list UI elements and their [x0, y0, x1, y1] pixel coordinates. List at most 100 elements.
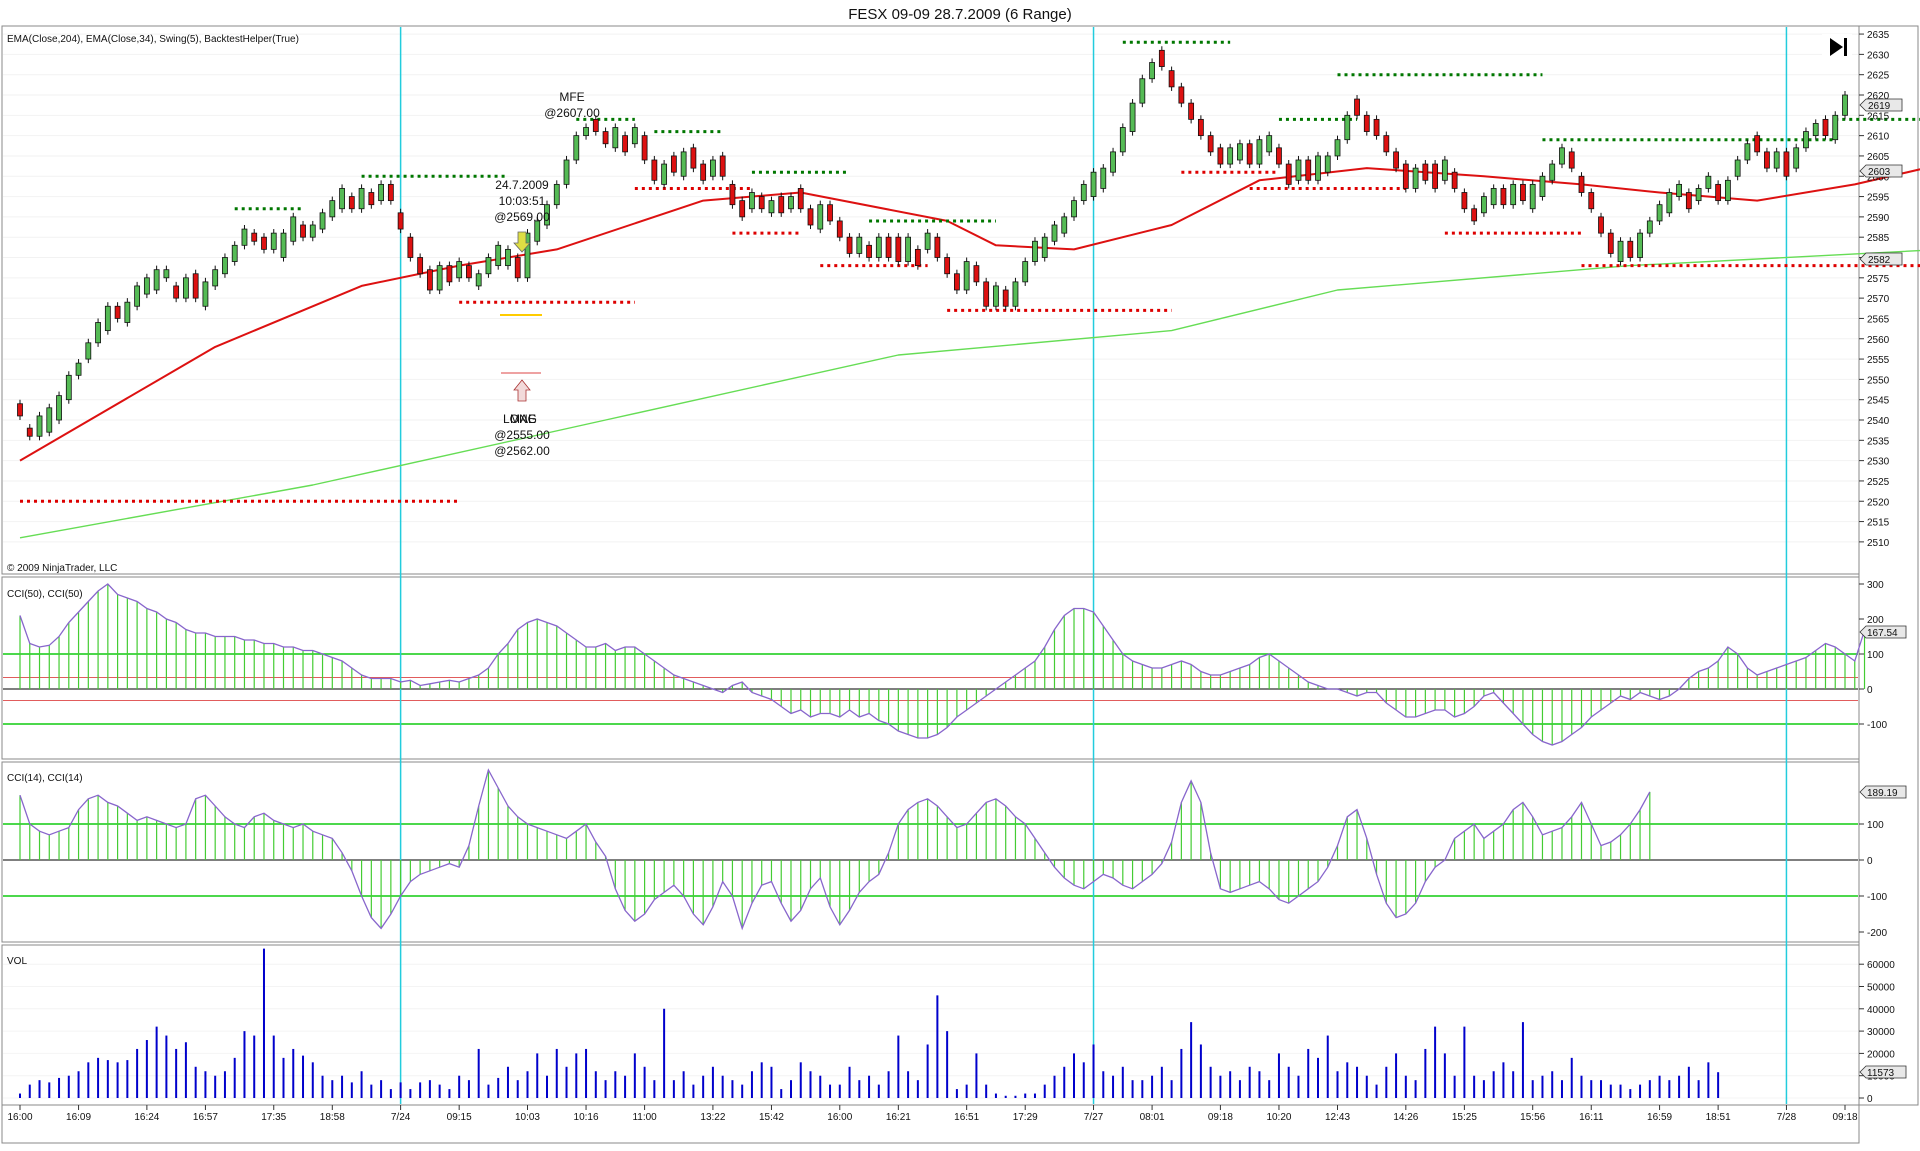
candle-body: [574, 136, 579, 160]
time-tick-label: 18:58: [320, 1112, 345, 1123]
time-tick-label: 15:56: [1520, 1112, 1545, 1123]
cci14-tick-label: 100: [1867, 820, 1884, 831]
price-tick-label: 2590: [1867, 213, 1890, 224]
price-tick-label: 2630: [1867, 50, 1890, 61]
volume-tick-label: 60000: [1867, 960, 1895, 971]
cci14-tick-label: -100: [1867, 892, 1887, 903]
price-panel[interactable]: [2, 26, 1859, 574]
candle-body: [1462, 193, 1467, 209]
candle-body: [125, 302, 130, 322]
candle-body: [57, 396, 62, 420]
candle-body: [1716, 184, 1721, 200]
candle-body: [632, 128, 637, 144]
candle-body: [1677, 184, 1682, 196]
skip-to-end-bar: [1844, 38, 1847, 56]
candle-body: [1784, 152, 1789, 176]
candle-body: [1208, 136, 1213, 152]
price-tick-label: 2555: [1867, 355, 1890, 366]
candle-body: [1384, 136, 1389, 152]
candle-body: [515, 258, 520, 278]
candle-body: [681, 152, 686, 176]
candle-body: [1052, 225, 1057, 241]
time-tick-label: 09:18: [1832, 1112, 1857, 1123]
candle-body: [1823, 119, 1828, 135]
volume-panel-label: VOL: [7, 956, 27, 967]
candle-body: [1589, 193, 1594, 209]
candle-body: [86, 343, 91, 359]
exit-time-label: 10:03:51: [499, 194, 546, 208]
time-tick-label: 10:20: [1266, 1112, 1291, 1123]
price-tick-label: 2560: [1867, 335, 1890, 346]
candle-body: [1140, 79, 1145, 103]
time-tick-label: 14:26: [1393, 1112, 1418, 1123]
candle-body: [808, 209, 813, 225]
cci14-panel[interactable]: [2, 762, 1859, 942]
candle-body: [1813, 123, 1818, 135]
candle-body: [340, 188, 345, 208]
time-tick-label: 16:00: [7, 1112, 32, 1123]
candle-body: [427, 270, 432, 290]
candle-body: [1159, 50, 1164, 66]
candle-body: [906, 237, 911, 261]
candle-body: [1130, 103, 1135, 131]
candle-body: [105, 306, 110, 330]
candle-body: [662, 164, 667, 184]
cci50-panel[interactable]: [2, 577, 1859, 759]
candle-body: [408, 237, 413, 257]
candle-body: [1257, 140, 1262, 164]
entry-price-2: @2562.00: [494, 444, 550, 458]
candle-body: [437, 266, 442, 290]
time-tick-label: 16:21: [886, 1112, 911, 1123]
candle-body: [720, 156, 725, 176]
price-axis[interactable]: [1859, 26, 1918, 1105]
price-tick-label: 2610: [1867, 132, 1890, 143]
candle-body: [1218, 148, 1223, 164]
candle-body: [1403, 164, 1408, 188]
candle-body: [564, 160, 569, 184]
candle-body: [1755, 136, 1760, 152]
candle-body: [486, 258, 491, 274]
time-axis[interactable]: [2, 1105, 1859, 1143]
candle-body: [359, 188, 364, 208]
candle-body: [1481, 197, 1486, 213]
candle-body: [691, 148, 696, 168]
candle-body: [642, 136, 647, 160]
candle-body: [828, 205, 833, 221]
candle-body: [1745, 144, 1750, 160]
candle-body: [896, 237, 901, 261]
price-tick-label: 2520: [1867, 497, 1890, 508]
candle-body: [1628, 241, 1633, 257]
candle-body: [369, 193, 374, 205]
candle-body: [1706, 176, 1711, 188]
cci14-flag: 189.19: [1860, 786, 1906, 799]
candle-body: [1433, 164, 1438, 188]
candle-body: [27, 428, 32, 436]
candle-body: [330, 201, 335, 217]
price-tick-label: 2615: [1867, 111, 1890, 122]
price-tick-label: 2510: [1867, 538, 1890, 549]
volume-panel[interactable]: [2, 945, 1859, 1105]
exit-date-label: 24.7.2009: [495, 178, 549, 192]
price-tick-label: 2570: [1867, 294, 1890, 305]
candle-body: [769, 201, 774, 213]
scroll-end-button[interactable]: [1822, 34, 1852, 60]
price-tick-label: 2635: [1867, 30, 1890, 41]
candle-body: [144, 278, 149, 294]
candle-body: [1803, 132, 1808, 148]
candle-body: [1599, 217, 1604, 233]
chart-title: FESX 09-09 28.7.2009 (6 Range): [848, 6, 1071, 23]
price-tick-label: 2515: [1867, 518, 1890, 529]
candle-body: [466, 266, 471, 278]
cci50-tick-label: 200: [1867, 615, 1884, 626]
candle-body: [505, 249, 510, 265]
candle-body: [701, 164, 706, 180]
candle-body: [1647, 221, 1652, 233]
candle-body: [96, 323, 101, 343]
ema204-flag: 2582: [1860, 253, 1902, 266]
price-tick-label: 2525: [1867, 477, 1890, 488]
time-tick-label: 10:03: [515, 1112, 540, 1123]
candle-body: [759, 197, 764, 209]
time-tick-label: 12:43: [1325, 1112, 1350, 1123]
price-tick-label: 2565: [1867, 314, 1890, 325]
candle-body: [1237, 144, 1242, 160]
